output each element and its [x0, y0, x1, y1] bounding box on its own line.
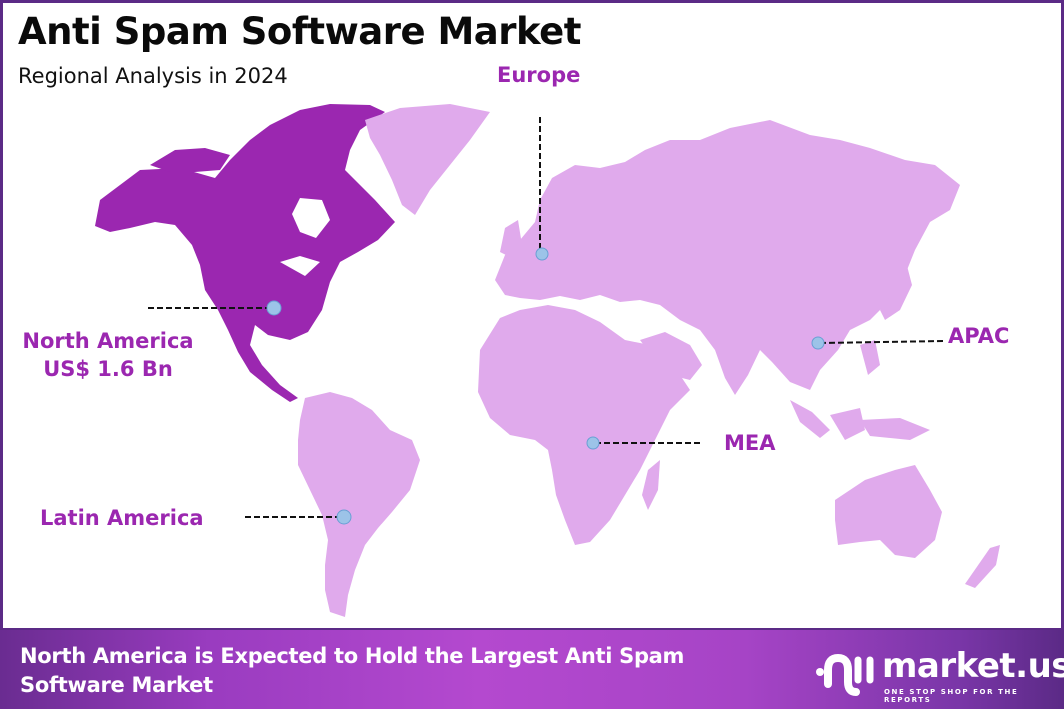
latin-america-label: Latin America	[40, 506, 204, 530]
region-mea-shape	[478, 305, 690, 545]
market-us-logo: market.us ONE STOP SHOP FOR THE REPORTS	[814, 646, 1064, 704]
world-map	[95, 104, 1000, 617]
apac-connector-line	[819, 340, 946, 344]
north-america-marker	[266, 300, 282, 316]
region-greenland-shape	[365, 104, 490, 215]
north-america-value: US$ 1.6 Bn	[43, 357, 173, 381]
europe-label: Europe	[497, 63, 581, 87]
page-title: Anti Spam Software Market	[18, 10, 581, 53]
logo-wordmark: market.us	[882, 646, 1064, 686]
region-north-america-shape	[95, 104, 395, 402]
region-new-zealand-shape	[965, 545, 1000, 588]
region-madagascar-shape	[642, 460, 660, 510]
europe-marker	[535, 247, 549, 261]
north-america-name: North America	[22, 329, 194, 353]
footer-banner: North America is Expected to Hold the La…	[0, 628, 1064, 709]
north-america-label: North America US$ 1.6 Bn	[14, 327, 202, 383]
apac-label: APAC	[948, 324, 1010, 348]
mea-marker	[586, 436, 600, 450]
region-latin-america-shape	[298, 392, 420, 617]
region-europe-asia-shape	[495, 120, 960, 395]
region-australia-shape	[835, 465, 942, 558]
market-us-logo-icon	[816, 653, 874, 696]
apac-marker	[811, 336, 825, 350]
region-se-asia-islands-shape	[790, 340, 930, 440]
mea-label: MEA	[724, 431, 776, 455]
latin-america-marker	[336, 509, 352, 525]
page-subtitle: Regional Analysis in 2024	[18, 64, 288, 88]
logo-tagline: ONE STOP SHOP FOR THE REPORTS	[884, 688, 1019, 704]
region-arabia-shape	[640, 332, 702, 380]
footer-text: North America is Expected to Hold the La…	[20, 644, 685, 697]
region-japan-shape	[880, 258, 912, 320]
region-uk-shape	[500, 220, 522, 258]
